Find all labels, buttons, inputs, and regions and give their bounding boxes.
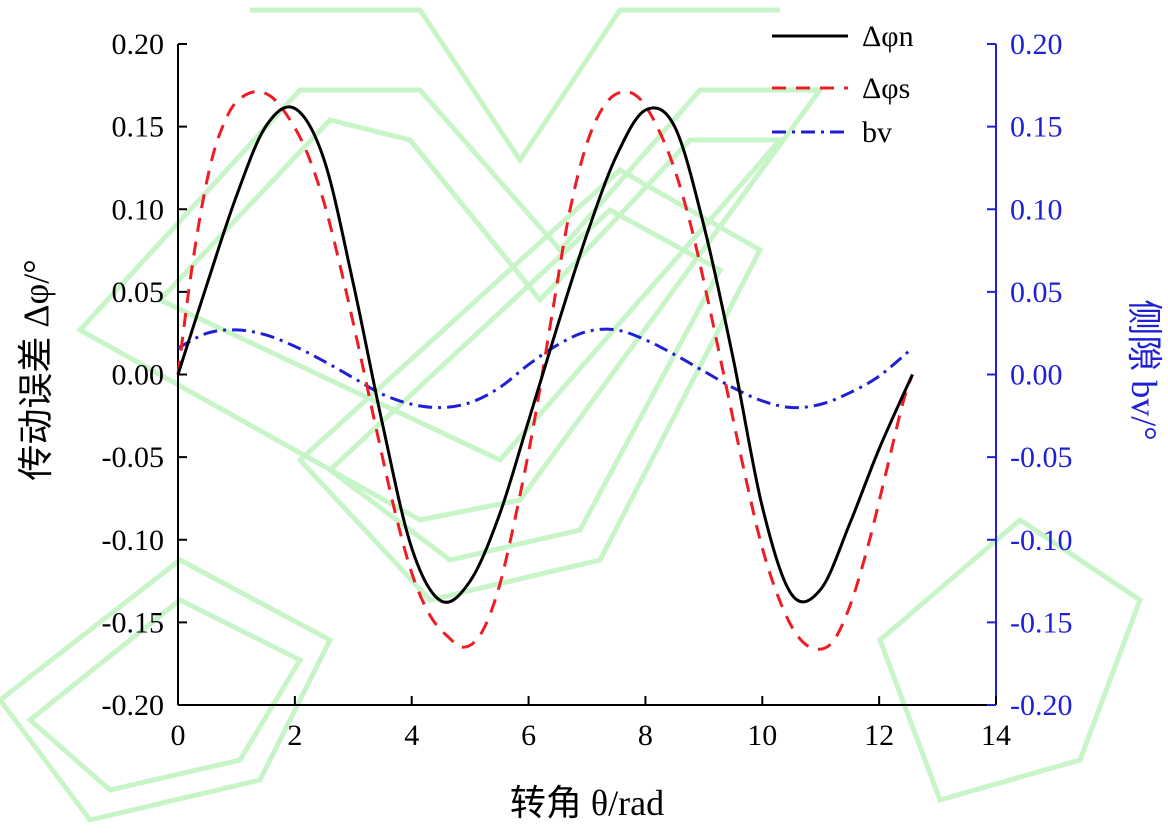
x-tick-label: 14 <box>981 719 1011 752</box>
series-line-bv <box>177 327 914 410</box>
x-axis-title: 转角 θ/rad <box>510 783 664 823</box>
left-tick-label: -0.20 <box>102 689 165 722</box>
left-tick-label: -0.10 <box>102 524 165 557</box>
left-tick-label: 0.05 <box>112 276 165 309</box>
legend-label-phi-s: Δφs <box>862 72 910 105</box>
x-tick-label: 6 <box>521 719 536 752</box>
x-tick-label: 12 <box>864 719 894 752</box>
series-layer <box>176 90 914 651</box>
right-tick-label: -0.05 <box>1010 441 1073 474</box>
x-axis-ticks: 0 2 4 6 8 10 12 14 <box>171 696 1011 752</box>
left-tick-label: 0.20 <box>112 28 165 61</box>
right-tick-label: -0.20 <box>1010 689 1073 722</box>
legend-label-phi-n: Δφn <box>862 20 914 53</box>
right-tick-label: 0.15 <box>1010 111 1063 144</box>
x-tick-label: 4 <box>404 719 419 752</box>
right-tick-label: -0.10 <box>1010 524 1073 557</box>
right-axis-title: 侧隙 bv/° <box>1124 299 1164 440</box>
x-tick-label: 2 <box>287 719 302 752</box>
right-axis-ticks: 0.20 0.15 0.10 0.05 0.00 -0.05 -0.10 -0.15 -0.20 <box>987 28 1073 722</box>
right-tick-label: -0.15 <box>1010 606 1073 639</box>
right-tick-label: 0.00 <box>1010 359 1063 392</box>
watermark-graphic <box>0 7 1144 823</box>
left-tick-label: 0.10 <box>112 193 165 226</box>
left-axis-title: 传动误差 Δφ/° <box>16 259 56 480</box>
x-tick-label: 0 <box>171 719 186 752</box>
legend-label-bv: bv <box>862 116 892 149</box>
series-line-phi-s <box>176 90 914 651</box>
legend: Δφn Δφs bv <box>772 20 914 149</box>
series-line-phi-n <box>176 105 914 604</box>
left-tick-label: -0.05 <box>102 441 165 474</box>
left-tick-label: 0.00 <box>112 359 165 392</box>
right-tick-label: 0.05 <box>1010 276 1063 309</box>
right-tick-label: 0.10 <box>1010 193 1063 226</box>
x-tick-label: 8 <box>638 719 653 752</box>
x-tick-label: 10 <box>747 719 777 752</box>
left-tick-label: 0.15 <box>112 111 165 144</box>
left-tick-label: -0.15 <box>102 606 165 639</box>
right-tick-label: 0.20 <box>1010 28 1063 61</box>
left-axis-ticks: 0.20 0.15 0.10 0.05 0.00 -0.05 -0.10 -0.15 -0.20 <box>102 28 187 722</box>
